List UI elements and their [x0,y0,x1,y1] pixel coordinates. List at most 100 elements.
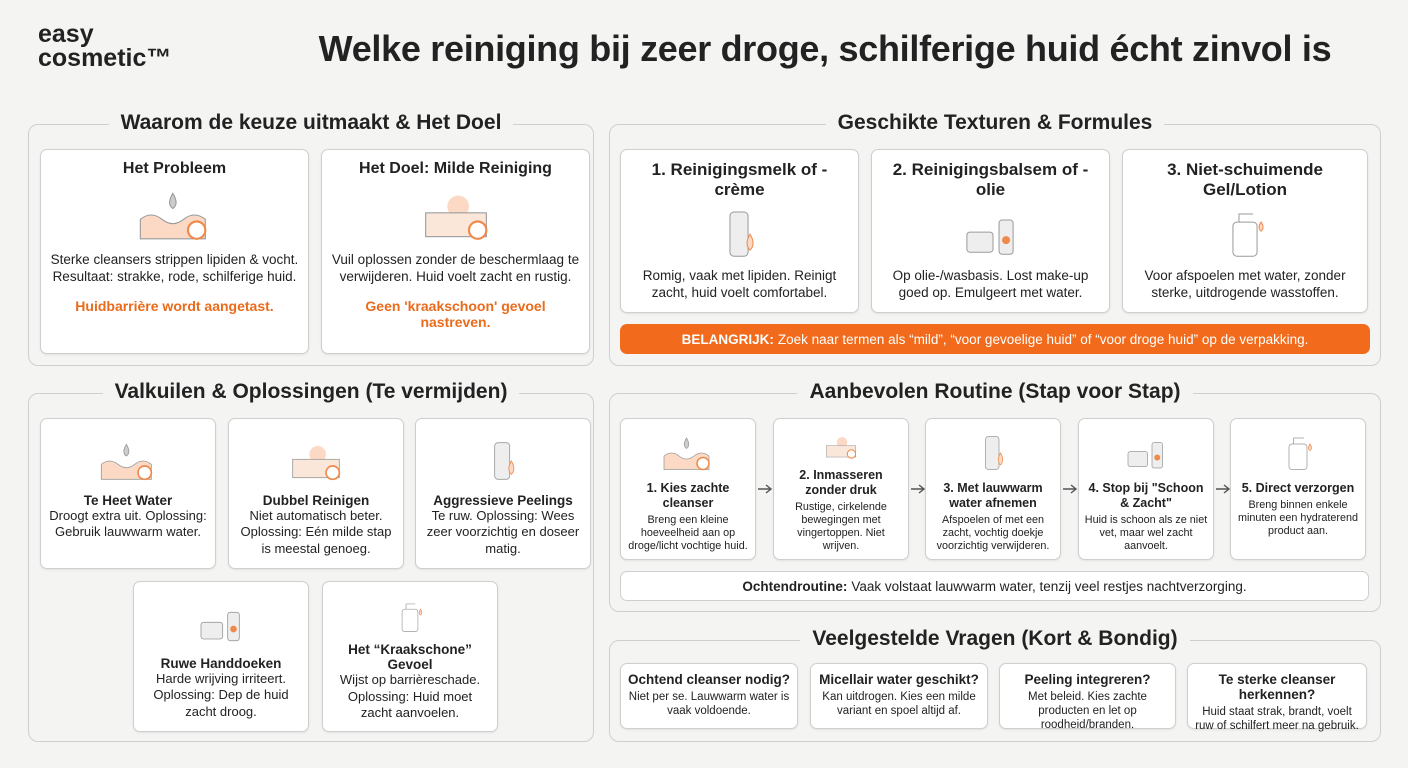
card: 4. Stop bij "Schoon & Zacht" Huid is scho… [1078,418,1214,560]
logo-line: cosmetic™ [38,44,172,72]
faq-question: Ochtend cleanser nodig? [627,672,791,687]
card: 1. Kies zachte cleanser Breng een kleine … [620,418,756,560]
icon [728,211,754,257]
card-text: Voor afspoelen met water, zonder sterke,… [1144,268,1346,301]
morning-text: Vaak volstaat lauwwarm water, tenzij vee… [851,578,1247,594]
card: Micellair water geschikt? Kan uitdrogen. … [810,663,988,729]
arrow [1063,484,1078,494]
icon [1127,442,1163,469]
faq-answer: Niet per se. Lauwwarm water is vaak vold… [628,691,790,717]
card-text: Romig, vaak met lipiden. Reinigt zacht, … [642,268,837,301]
arrow [1216,484,1231,494]
faq-answer: Huid staat strak, brandt, voelt ruw of s… [1195,706,1359,732]
card: Te Heet Water Droogt extra uit. Oplossing… [40,418,216,569]
card-text: Niet automatisch beter. Oplossing: Eén m… [240,508,392,556]
faq-answer: Met beleid. Kies zachte producten en let… [1028,691,1147,731]
card-text: Vuil oplossen zonder de beschermlaag te … [331,252,580,284]
panel: Aanbevolen Routine (Stap voor Stap) [609,380,1381,612]
panel-title: Veelgestelde Vragen (Kort & Bondig) [800,627,1190,650]
important-label: BELANGRIJK: [681,331,774,347]
panel-title: Waarom de keuze uitmaakt & Het Doel [108,111,514,134]
panel-title-wrap: Geschikte Texturen & Formules [610,111,1380,135]
icon [1232,213,1264,257]
card-text: Droogt extra uit. Oplossing: Gebruik lau… [49,508,207,540]
icon [424,195,487,240]
icon [826,437,857,459]
card-text: Wijst op barrièreschade. Oplossing: Huid… [339,672,481,720]
important-bar: BELANGRIJK: Zoek naar termen als “mild”, … [620,324,1370,354]
step-title: 4. Stop bij "Schoon & Zacht" [1088,481,1204,510]
panel-title: Geschikte Texturen & Formules [825,111,1165,134]
panel-title-wrap: Waarom de keuze uitmaakt & Het Doel [29,111,593,135]
card: Dubbel Reinigen Niet automatisch beter. O… [228,418,404,569]
icon [139,192,206,240]
faq-answer: Kan uitdrogen. Kies een milde variant en… [822,691,976,717]
panel-title-wrap: Aanbevolen Routine (Stap voor Stap) [610,380,1380,404]
card: Ruwe Handdoeken Harde wrijving irriteert.… [133,581,309,732]
panel: Valkuilen & Oplossingen (Te vermijden) [28,380,594,742]
icon [401,603,423,632]
card: 2. Reinigingsbalsem of -olie Op olie-/was… [871,149,1110,313]
card-note: Huidbarrière wordt aangetast. [75,297,274,314]
step-text: Breng een kleine hoeveelheid aan op drog… [628,514,748,552]
card-title: Aggressieve Peelings [433,493,573,508]
card: 2. Inmasseren zonder druk Rustige, cirkel… [773,418,909,560]
panel-title: Valkuilen & Oplossingen (Te vermijden) [102,380,520,403]
card-title: 1. Reinigingsmelk of -crème [651,160,828,199]
card: Het “Kraakschone” Gevoel Wijst op barrièr… [322,581,498,732]
faq-question: Peeling integreren? [1024,672,1151,687]
card: Te sterke cleanser herkennen? Huid staat … [1187,663,1367,732]
card-title: Het “Kraakschone” Gevoel [348,642,472,673]
page-title: Welke reiniging bij zeer droge, schilfer… [318,28,1332,69]
icon [200,611,240,642]
faq-question: Te sterke cleanser herkennen? [1218,672,1336,702]
icon [292,446,341,481]
icon [494,442,515,480]
card-note: Geen 'kraakschoon' gevoel nastreven. [365,297,546,330]
icon [663,437,710,471]
card-text: Te ruw. Oplossing: Wees zeer voorzichtig… [426,508,580,556]
step-text: Huid is schoon als ze niet vet, maar wel… [1084,514,1208,552]
logo: easy cosmetic™ [38,20,172,72]
panel-title-wrap: Valkuilen & Oplossingen (Te vermijden) [29,380,593,404]
important-text: Zoek naar termen als “mild”, “voor gevoe… [777,331,1309,347]
card: 1. Reinigingsmelk of -crème Romig, vaak m… [620,149,859,313]
morning-bar: Ochtendroutine: Vaak volstaat lauwwarm wa… [620,571,1369,601]
panel-title: Aanbevolen Routine (Stap voor Stap) [797,380,1193,403]
faq-question: Micellair water geschikt? [819,672,979,687]
card: Aggressieve Peelings Te ruw. Oplossing: W… [415,418,591,569]
icon [100,443,153,481]
step-title: 5. Direct verzorgen [1241,481,1355,495]
card: Het Doel: Milde Reiniging Vuil oplossen z… [321,149,590,354]
arrow [911,484,926,494]
card: Peeling integreren? Met beleid. Kies zach… [999,663,1176,731]
icon [965,219,1014,255]
card-text: Op olie-/wasbasis. Lost make-up goed op.… [892,268,1089,301]
step-text: Afspoelen of met een zacht, vochtig doek… [936,514,1050,552]
step-title: 3. Met lauwwarm water afnemen [943,481,1043,510]
card: Het Probleem Sterke cleansers strippen li… [40,149,309,354]
card-title: Dubbel Reinigen [262,493,370,508]
logo-line: easy [38,20,94,48]
card: 5. Direct verzorgen Breng binnen enkele m… [1230,418,1366,560]
morning-label: Ochtendroutine: [742,578,848,594]
step-text: Rustige, cirkelende bewegingen met vinge… [795,501,887,553]
card-title: Het Doel: Milde Reiniging [359,160,552,177]
card-title: Het Probleem [122,160,227,177]
card-title: 3. Niet-schuimende Gel/Lotion [1167,160,1323,199]
card-title: 2. Reinigingsbalsem of -olie [892,160,1089,199]
card: Ochtend cleanser nodig? Niet per se. Lauw… [620,663,798,729]
step-text: Breng binnen enkele minuten een hydrater… [1237,499,1359,537]
icon [1288,437,1312,470]
panel: Veelgestelde Vragen (Kort & Bondig) [609,627,1381,742]
card-title: Ruwe Handdoeken [160,656,282,671]
step-title: 1. Kies zachte cleanser [646,481,730,510]
panel: Geschikte Texturen & Formules [609,111,1381,366]
card: 3. Niet-schuimende Gel/Lotion Voor afspoe… [1122,149,1368,313]
panel: Waarom de keuze uitmaakt & Het Doel [28,111,594,366]
card-title: Te Heet Water [83,493,173,508]
icon [985,436,1004,470]
card-text: Harde wrijving irriteert. Oplossing: Dep… [153,671,289,719]
card-text: Sterke cleansers strippen lipiden & voch… [50,252,299,284]
